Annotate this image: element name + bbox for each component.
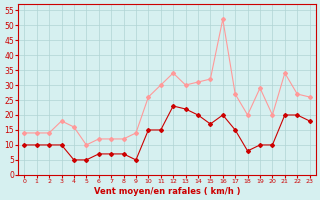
- X-axis label: Vent moyen/en rafales ( km/h ): Vent moyen/en rafales ( km/h ): [94, 187, 240, 196]
